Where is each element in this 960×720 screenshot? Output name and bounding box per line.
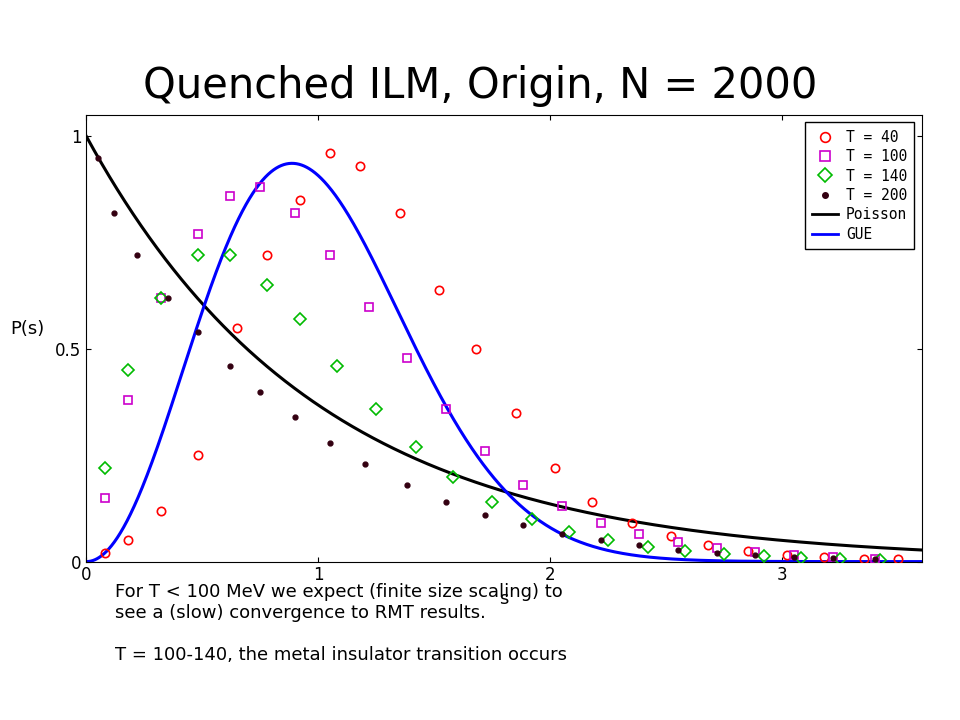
Legend: T = 40, T = 100, T = 140, T = 200, Poisson, GUE: T = 40, T = 100, T = 140, T = 200, Poiss… (804, 122, 914, 249)
X-axis label: s: s (499, 590, 509, 608)
Y-axis label: P(s): P(s) (11, 320, 44, 338)
Text: For T < 100 MeV we expect (finite size scaling) to
see a (slow) convergence to R: For T < 100 MeV we expect (finite size s… (115, 583, 567, 664)
Text: Quenched ILM, Origin, N = 2000: Quenched ILM, Origin, N = 2000 (143, 65, 817, 107)
